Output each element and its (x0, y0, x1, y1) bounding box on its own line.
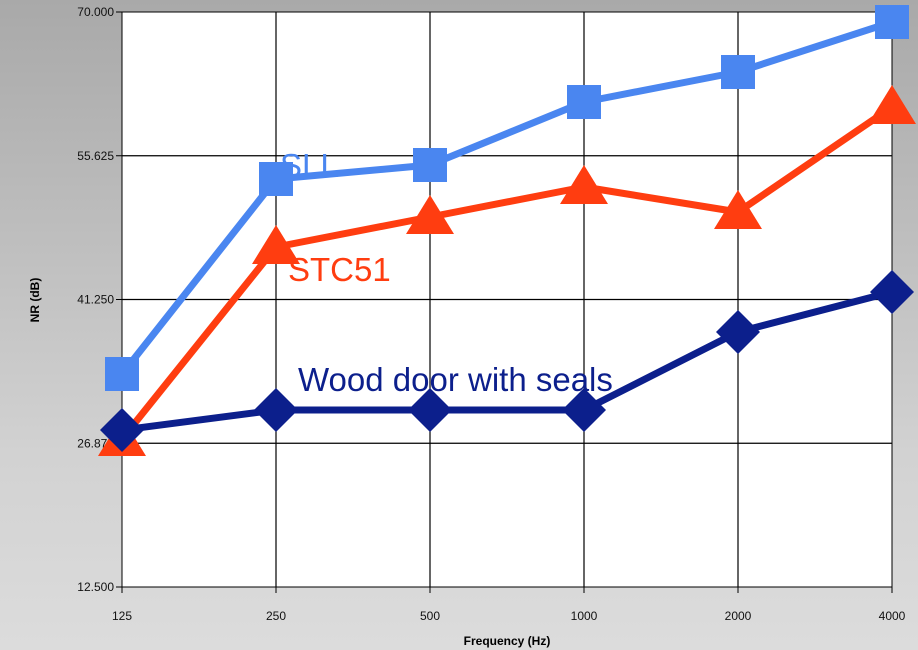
data-point-wood-door-with-seals (716, 310, 760, 354)
x-tick-label: 125 (112, 609, 132, 623)
data-point-wood-door-with-seals (562, 388, 606, 432)
series-label-stc51: STC51 (288, 251, 391, 288)
data-point-sll (259, 162, 293, 196)
series-labels: SLL STC51 Wood door with seals (280, 147, 613, 398)
series-line-stc51 (119, 104, 894, 442)
grid-lines (122, 12, 892, 587)
data-point-stc51 (868, 85, 916, 124)
data-point-stc51 (406, 195, 454, 234)
data-point-sll (567, 85, 601, 119)
x-tick-label: 4000 (879, 609, 906, 623)
x-axis: 125 250 500 1000 2000 4000 (112, 587, 906, 623)
data-point-wood-door-with-seals (870, 270, 914, 314)
y-tick-label: 41.250 (77, 293, 114, 307)
y-tick-label: 70.000 (77, 5, 114, 19)
data-point-stc51 (252, 225, 300, 264)
y-tick-label: 12.500 (77, 580, 114, 594)
x-tick-label: 1000 (571, 609, 598, 623)
x-tick-label: 500 (420, 609, 440, 623)
series-label-sll: SLL (280, 147, 339, 184)
y-tick-label: 55.625 (77, 149, 114, 163)
y-axis-title: NR (dB) (28, 278, 42, 323)
series-group (98, 5, 916, 456)
data-point-wood-door-with-seals (100, 408, 144, 452)
data-point-sll (413, 148, 447, 182)
data-point-wood-door-with-seals (254, 388, 298, 432)
x-tick-label: 2000 (725, 609, 752, 623)
data-point-stc51 (560, 165, 608, 204)
series-label-wood-door-with-seals: Wood door with seals (298, 361, 613, 398)
series-line-sll (119, 18, 894, 377)
data-point-stc51 (714, 190, 762, 229)
data-point-wood-door-with-seals (408, 388, 452, 432)
x-tick-label: 250 (266, 609, 286, 623)
series-line-wood-door-with-seals (121, 288, 893, 434)
data-point-sll (105, 357, 139, 391)
x-axis-title: Frequency (Hz) (464, 634, 551, 648)
data-point-sll (721, 55, 755, 89)
data-point-sll (875, 5, 909, 39)
